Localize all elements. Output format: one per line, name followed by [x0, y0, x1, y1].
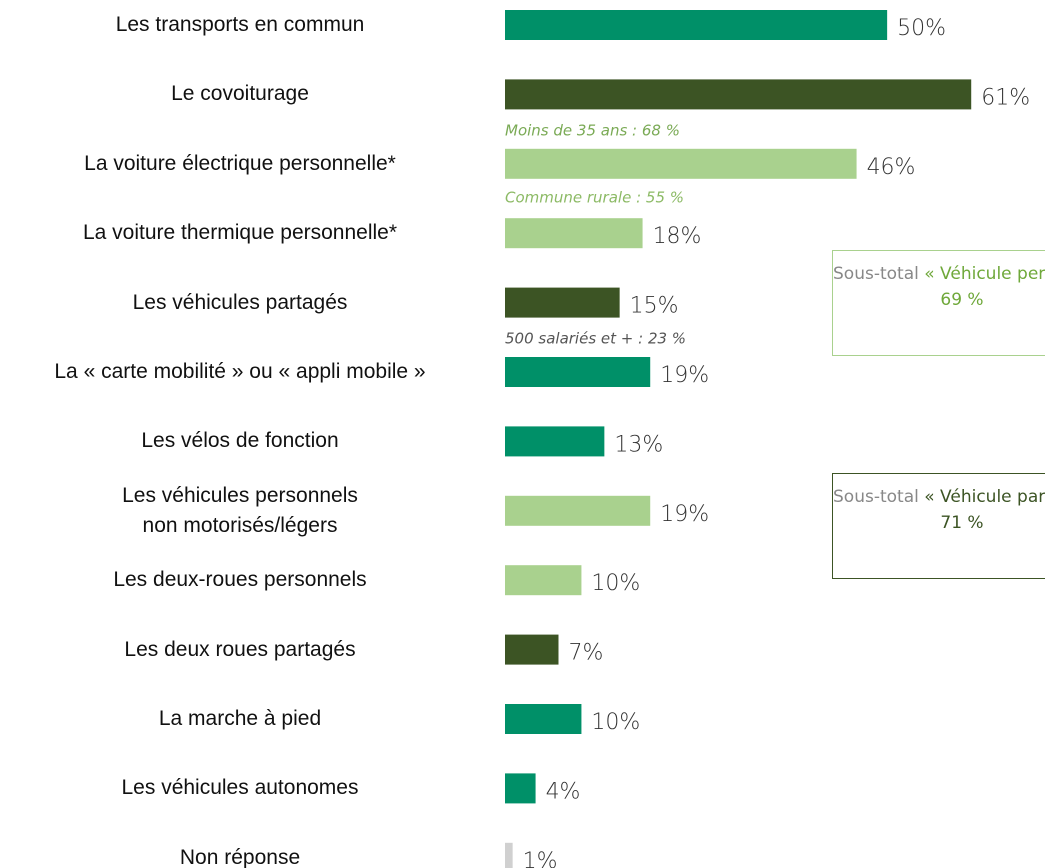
annotation: Commune rurale : 55 % — [505, 189, 684, 207]
value-label: 19% — [660, 363, 709, 388]
subtotal-line: Sous-total « Véhicule personnel » — [833, 261, 1045, 287]
value-label: 61% — [981, 85, 1030, 110]
subtotal-box: Sous-total « Véhicule partagé » 71 % — [832, 473, 1045, 579]
category-label: La « carte mobilité » ou « appli mobile … — [54, 360, 426, 383]
category-label: Le covoiturage — [171, 82, 309, 106]
category-label: Les transports en commun — [115, 13, 365, 36]
category-label: Les deux roues partagés — [124, 637, 356, 661]
subtotal-line: Sous-total « Véhicule partagé » — [833, 484, 1045, 510]
bar — [505, 218, 643, 249]
subtotal-name: « Véhicule personnel » — [924, 264, 1045, 284]
bar — [505, 426, 605, 457]
category-label: Les vélos de fonction — [141, 429, 339, 453]
subtotal-value: 71 % — [940, 513, 984, 533]
value-label: 1% — [523, 849, 558, 868]
category-label: Non réponse — [179, 845, 301, 868]
bar — [505, 148, 857, 179]
subtotal-label: Sous-total — [833, 487, 919, 507]
value-label: 7% — [569, 641, 604, 666]
subtotal-name: « Véhicule partagé » — [924, 487, 1045, 507]
bar — [505, 565, 582, 596]
bar — [505, 287, 620, 318]
bar — [505, 773, 536, 804]
category-label: Les véhicules partagés — [132, 290, 348, 314]
value-label: 19% — [660, 502, 709, 527]
bar — [505, 79, 972, 110]
value-label: 10% — [591, 571, 640, 596]
value-label: 50% — [897, 16, 946, 41]
subtotal-label: Sous-total — [833, 264, 919, 284]
annotation: Moins de 35 ans : 68 % — [505, 122, 680, 140]
value-label: 13% — [614, 432, 663, 457]
value-label: 18% — [653, 224, 702, 249]
bar — [505, 495, 651, 526]
category-label: Les deux-roues personnels — [113, 568, 367, 592]
category-label: La voiture thermique personnelle* — [82, 221, 398, 245]
bar — [505, 842, 513, 868]
bar — [505, 10, 888, 40]
bar — [505, 634, 559, 665]
bar — [505, 357, 651, 387]
category-label: La marche à pied — [158, 707, 322, 730]
value-label: 15% — [630, 294, 679, 319]
value-label: 10% — [591, 710, 640, 735]
category-label: Les véhicules personnels non motorisés/l… — [122, 483, 358, 537]
annotation: 500 salariés et + : 23 % — [505, 330, 686, 348]
category-label: La voiture électrique personnelle* — [84, 151, 396, 175]
value-label: 4% — [546, 779, 581, 804]
value-label: 46% — [867, 155, 916, 180]
subtotal-value: 69 % — [940, 290, 984, 310]
subtotal-box: Sous-total « Véhicule personnel » 69 % — [832, 250, 1045, 356]
bar — [505, 704, 582, 734]
category-label: Les véhicules autonomes — [121, 776, 359, 800]
